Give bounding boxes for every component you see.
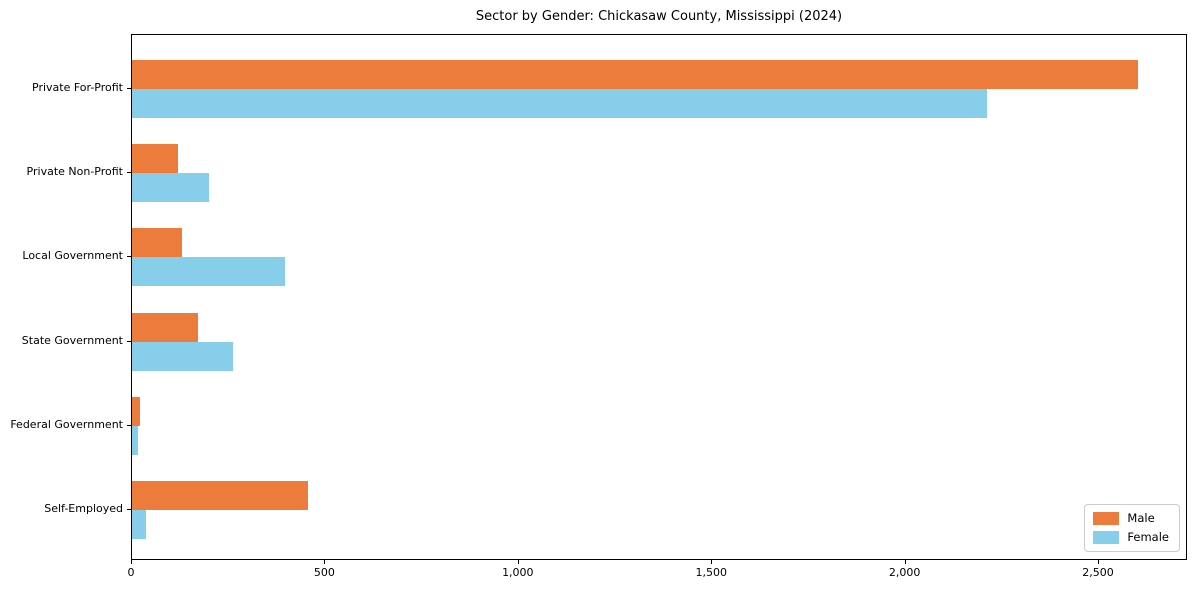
y-tick-label: Private Non-Profit [26,165,123,179]
y-tick [127,256,131,258]
bar-male [132,312,198,342]
y-tick [127,509,131,510]
bar-male [132,396,140,426]
x-tick-label: 1,500 [695,566,727,579]
plot-area: Male Female [131,34,1187,560]
y-tick-label: Local Government [22,249,123,263]
chart-title: Sector by Gender: Chickasaw County, Miss… [475,9,843,24]
bar-male [132,481,308,510]
bar-male [132,144,179,174]
y-tick-label: Private For-Profit [32,81,123,94]
bar-female [132,510,146,539]
x-tick-label: 2,000 [888,566,921,579]
legend-item-female: Female [1093,531,1169,544]
x-tick [1098,560,1100,564]
bar-female [132,257,285,287]
bar-male [132,60,1138,89]
x-tick-label: 2,500 [1082,566,1114,579]
x-tick-label: 500 [313,566,335,579]
bar-female [132,89,987,118]
y-tick [127,424,131,426]
y-tick-label: Self-Employed [44,502,123,515]
bar-male [132,228,183,258]
bar-female [132,425,138,455]
x-tick-label: 0 [127,566,135,579]
y-tick [127,172,131,174]
legend: Male Female [1084,504,1180,552]
legend-label-female: Female [1127,530,1169,544]
x-tick [131,560,132,564]
y-tick-label: State Government [21,333,123,347]
x-tick [904,560,906,564]
bar-female [132,341,233,371]
bar-female [132,173,210,203]
x-tick [324,560,326,564]
y-tick [127,88,131,89]
x-tick [711,560,713,564]
y-tick [127,340,131,342]
legend-label-male: Male [1127,511,1155,525]
legend-item-male: Male [1093,512,1169,525]
female-series-swatch [1093,531,1120,544]
male-series-swatch [1093,512,1120,525]
y-tick-label: Federal Government [10,417,123,431]
x-tick [517,560,519,564]
x-tick-label: 1,000 [502,566,534,579]
